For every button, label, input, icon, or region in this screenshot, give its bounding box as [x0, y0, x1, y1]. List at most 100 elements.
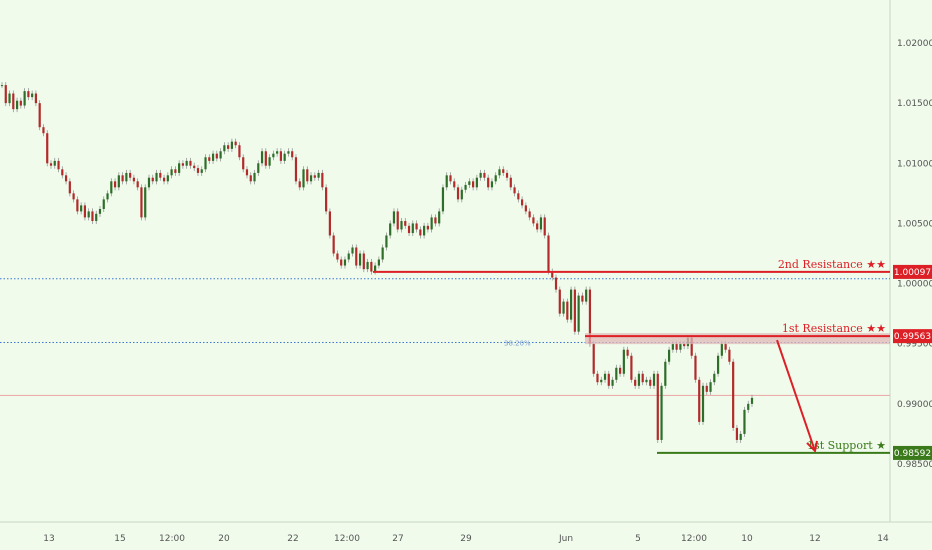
candle-body	[34, 93, 38, 104]
candle-body	[615, 367, 618, 380]
candle-body	[464, 184, 467, 190]
price-tag-label: 0.98592	[894, 449, 931, 459]
candle-body	[407, 225, 411, 234]
candle-body	[517, 193, 520, 200]
x-axis-ticks: 13 15 12:00 20 22 12:00 27 29 Jun 5 12:00 10 12 14	[43, 534, 889, 544]
candle-body	[645, 379, 648, 383]
candle-body	[193, 165, 196, 169]
level-label: 1st Support ★	[807, 439, 886, 452]
candle-body	[76, 199, 79, 212]
x-tick-label: 22	[287, 534, 298, 544]
candle-body	[502, 169, 505, 173]
candle-body	[294, 157, 298, 182]
candle-body	[728, 349, 731, 362]
candle-body	[181, 163, 185, 166]
candle-body	[174, 169, 177, 173]
candle-body	[313, 175, 316, 178]
candle-body	[649, 379, 652, 386]
candle-body	[204, 157, 207, 170]
x-tick-label: 20	[218, 534, 230, 544]
candle-body	[117, 175, 120, 188]
x-tick-label: 12	[809, 534, 820, 544]
candle-body	[513, 187, 516, 194]
candle-body	[302, 169, 305, 188]
y-axis-ticks: 1.02000 1.01500 1.01000 1.00500 1.00000 0.995…	[897, 39, 932, 470]
candle-body	[72, 193, 75, 200]
candle-body	[626, 349, 629, 356]
candle-body	[279, 151, 282, 161]
candle-body	[80, 205, 83, 212]
x-tick-label: 29	[460, 534, 472, 544]
candle-body	[230, 141, 233, 149]
candle-body	[328, 211, 331, 236]
y-tick-label: 1.01500	[897, 99, 932, 109]
candle-body	[140, 187, 143, 218]
candle-body	[664, 361, 667, 386]
candle-body	[483, 172, 486, 178]
candle-body	[637, 373, 641, 386]
candle-body	[136, 181, 139, 188]
candle-body	[596, 373, 599, 383]
candle-body	[178, 163, 181, 173]
candle-body	[750, 397, 754, 404]
candle-body	[577, 295, 580, 332]
candle-body	[521, 199, 524, 206]
candle-body	[374, 265, 377, 272]
level-label: 2nd Resistance ★★	[778, 258, 886, 271]
candle-body	[566, 301, 569, 320]
candle-body	[377, 259, 380, 266]
price-tag-box	[893, 445, 932, 460]
y-tick-label: 0.98500	[897, 460, 932, 470]
candle-body	[701, 385, 705, 422]
candle-body	[253, 172, 256, 182]
candle-body	[144, 187, 147, 218]
candle-body	[106, 193, 109, 200]
candle-body	[683, 343, 686, 347]
candle-body	[57, 160, 60, 170]
candle-body	[404, 221, 407, 226]
x-tick-label: 27	[392, 534, 403, 544]
candle-body	[547, 235, 550, 272]
candle-body	[705, 385, 708, 392]
candle-body	[15, 100, 19, 110]
candle-body	[227, 145, 230, 149]
candle-body	[159, 172, 162, 178]
plot-area[interactable]	[0, 0, 890, 522]
y-tick-label: 1.00500	[897, 219, 932, 229]
candle-body	[675, 343, 678, 350]
candle-body	[618, 367, 622, 374]
y-tick-label: 1.01000	[897, 159, 932, 169]
candle-body	[468, 181, 471, 185]
candle-body	[743, 409, 746, 434]
candle-body	[132, 177, 136, 182]
candle-body	[735, 427, 739, 440]
candle-body	[694, 355, 697, 380]
candle-body	[600, 379, 603, 383]
x-tick-label: 14	[877, 534, 889, 544]
candle-body	[536, 223, 539, 230]
candle-body	[4, 85, 7, 104]
candle-body	[641, 373, 644, 383]
candle-body	[272, 153, 275, 158]
candle-body	[211, 153, 215, 161]
x-tick-label: 10	[741, 534, 753, 544]
candle-body	[509, 177, 512, 188]
candle-body	[720, 343, 723, 356]
y-tick-label: 1.02000	[897, 39, 932, 49]
candle-body	[588, 289, 592, 344]
candle-body	[494, 175, 497, 182]
candle-body	[370, 261, 373, 272]
fib-label: 38.20%	[504, 340, 531, 348]
candle-body	[585, 289, 588, 302]
candle-body	[498, 169, 501, 176]
dotted-levels	[0, 278, 890, 396]
candle-body	[129, 172, 132, 178]
candle-body	[196, 168, 200, 173]
candle-body	[155, 172, 158, 182]
candle-body	[113, 181, 117, 188]
candle-body	[528, 211, 531, 218]
candle-body	[87, 211, 90, 218]
candle-body	[27, 91, 30, 98]
candle-body	[31, 93, 34, 98]
